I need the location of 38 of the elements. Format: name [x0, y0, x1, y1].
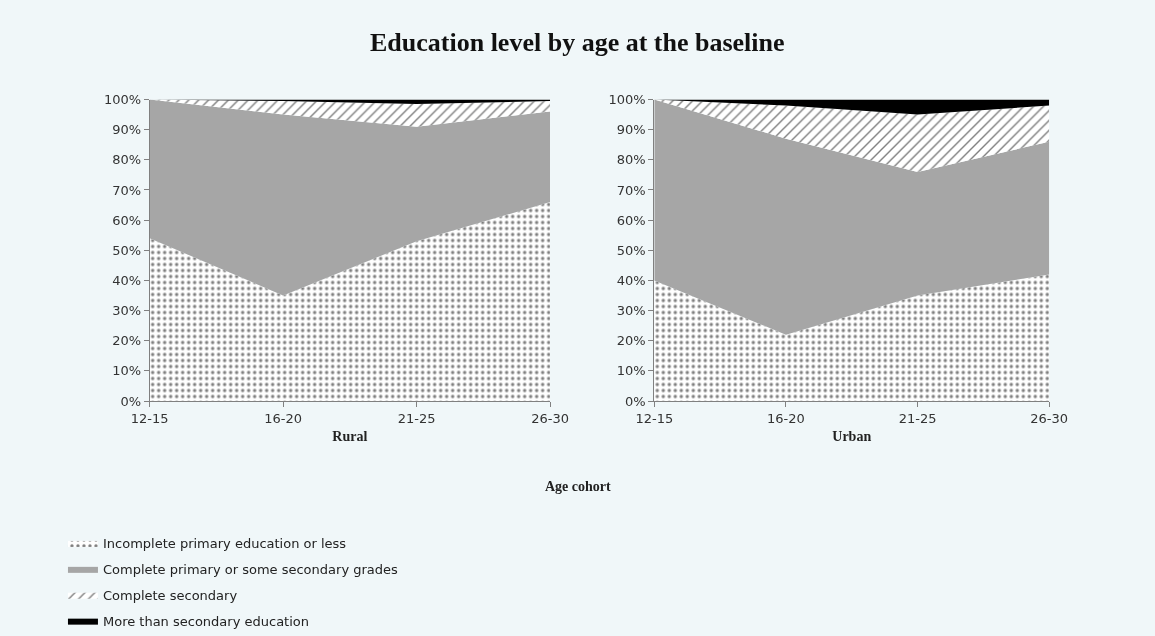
- y-tick-label: 70%: [112, 182, 142, 198]
- y-tick-label: 80%: [616, 152, 646, 168]
- y-tick-label: 20%: [112, 333, 142, 349]
- x-tick-label: 26-30: [1030, 410, 1069, 426]
- y-tick-label: 30%: [112, 303, 142, 319]
- y-tick-label: 10%: [616, 363, 646, 379]
- y-tick-label: 90%: [112, 122, 142, 138]
- text: Age cohort: [545, 479, 612, 494]
- x-tick-label: 21-25: [898, 410, 937, 426]
- y-tick-label: 70%: [616, 182, 646, 198]
- y-tick-label: 40%: [616, 272, 646, 288]
- x-axis-title: Rural: [332, 428, 368, 444]
- x-tick-label: 12-15: [635, 410, 674, 426]
- y-tick-label: 50%: [112, 242, 142, 258]
- legend-label: Complete primary or some secondary grades: [102, 561, 399, 577]
- y-tick-label: 60%: [112, 212, 142, 228]
- x-tick-label: 21-25: [397, 410, 436, 426]
- y-tick-label: 30%: [616, 303, 646, 319]
- x-tick-label: 16-20: [264, 410, 303, 426]
- y-tick-label: 20%: [616, 333, 646, 349]
- y-tick-label: 40%: [112, 272, 142, 288]
- y-tick-label: 80%: [112, 152, 142, 168]
- legend-label: More than secondary education: [102, 613, 310, 629]
- y-tick-label: 0%: [120, 393, 142, 409]
- y-tick-label: 100%: [608, 92, 646, 108]
- x-tick-label: 26-30: [531, 410, 569, 426]
- y-tick-label: 50%: [616, 242, 646, 258]
- y-tick-label: 100%: [103, 92, 142, 108]
- x-tick-label: 16-20: [767, 410, 805, 426]
- y-tick-label: 60%: [616, 212, 646, 228]
- x-tick-label: 12-15: [130, 410, 169, 426]
- y-tick-label: 90%: [616, 122, 646, 138]
- legend-label: Complete secondary: [102, 587, 238, 603]
- y-tick-label: 0%: [625, 393, 646, 409]
- legend-label: Incomplete primary education or less: [102, 536, 347, 552]
- y-tick-label: 10%: [112, 363, 142, 379]
- chart-title: Education level by age at the baseline: [370, 28, 785, 57]
- x-axis-title: Urban: [832, 428, 872, 444]
